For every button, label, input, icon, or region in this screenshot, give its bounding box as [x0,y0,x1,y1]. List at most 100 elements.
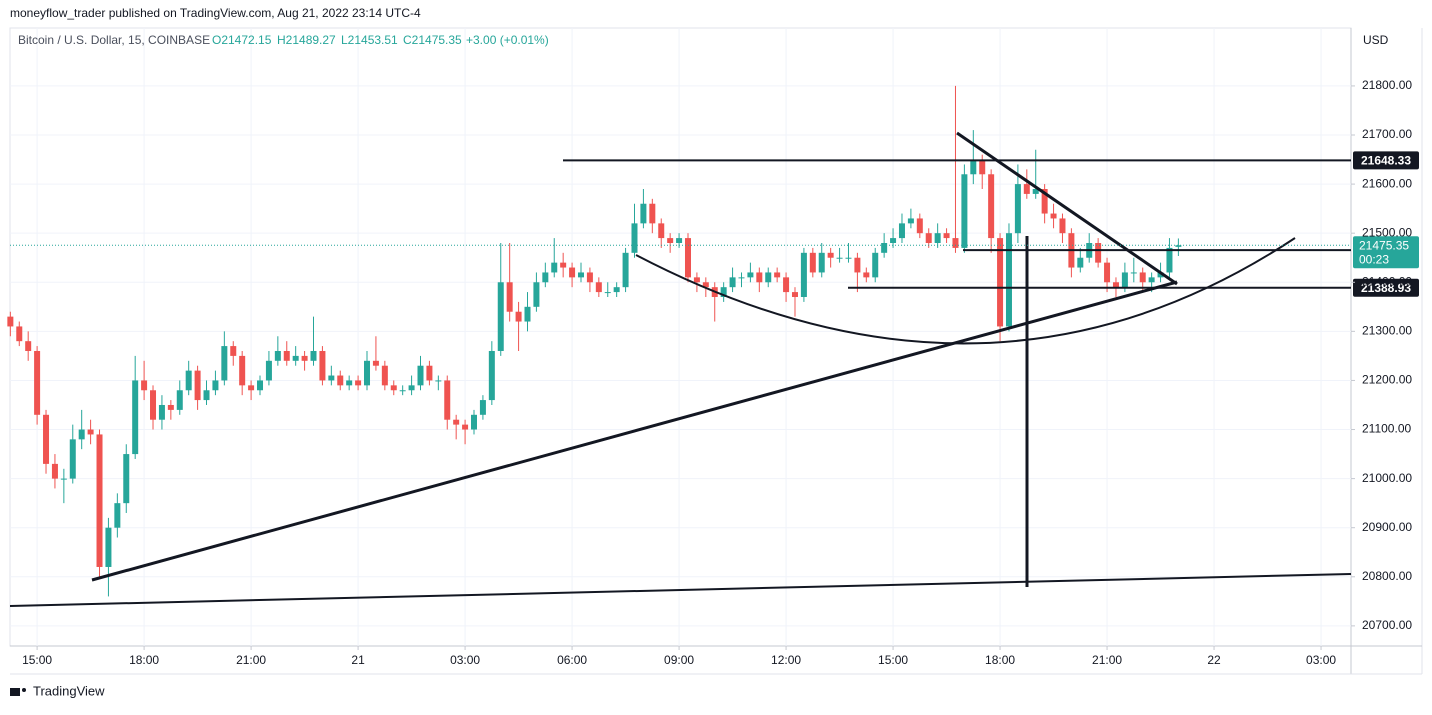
candle-body [194,370,201,401]
candle-body [765,272,772,283]
x-tick-label: 21:00 [1092,653,1122,667]
x-tick-label: 06:00 [557,653,587,667]
candle-body [693,277,700,283]
candle-body [96,434,103,567]
candle-body [417,365,424,386]
candle-body [979,159,986,175]
candle-body [435,380,442,382]
candle-body [69,439,76,479]
currency: USD [1363,33,1389,47]
candle-body [881,242,888,253]
trendline [9,573,1352,607]
candle-body [221,346,228,381]
candle-body [43,414,50,464]
x-tick-label: 22 [1207,653,1221,667]
candle-body [274,350,281,361]
candle-body [604,292,611,294]
candle-body [907,218,914,224]
candle-body [283,350,290,361]
candle-body [845,257,852,259]
candle-body [800,252,807,297]
y-tick-label: 20700.00 [1362,618,1412,632]
candle-body [970,159,977,175]
brand: TradingView [33,683,105,698]
x-tick-label: 03:00 [450,653,480,667]
trendline [956,131,1178,286]
candle-body [569,267,576,278]
candle-body [747,272,754,278]
candle-body [1005,233,1012,327]
x-tick-label: 03:00 [1306,653,1336,667]
candle-body [355,380,362,386]
candle-body [310,350,317,361]
candle-body [774,272,781,278]
candle-body [898,223,905,239]
candle-body [533,282,540,307]
candle-body [658,223,665,239]
candle-body [1050,213,1057,219]
candle-body [943,233,950,239]
candle-body [1166,247,1173,273]
candle-body [631,223,638,253]
candles [7,85,1182,597]
candle-body [408,385,415,391]
candle-body [720,287,727,297]
candle-body [346,380,353,386]
candle-body [988,174,995,239]
candle-body [738,277,745,279]
candle-body [551,262,558,273]
candle-body [381,365,388,386]
candle-body [212,380,219,391]
candle-body [426,365,433,381]
candle-body [560,262,567,268]
candle-body [702,282,709,288]
candle-body [265,360,272,381]
x-tick-label: 15:00 [878,653,908,667]
legend-change: +3.00 (+0.01%) [466,33,549,47]
logo-mark [10,688,20,696]
x-tick-label: 21 [351,653,365,667]
candle-body [141,380,148,391]
candle-body [292,355,299,361]
candle-body [649,203,656,224]
candle-body [872,252,879,278]
candle-body [471,414,478,430]
candle-body [1059,218,1066,234]
candle-body [586,272,593,283]
y-tick-label: 21200.00 [1362,373,1412,387]
drawings [9,131,1352,607]
candle-body [25,341,32,351]
candle-body [1041,189,1048,214]
candle-body [506,282,513,312]
candle-body [595,282,602,293]
candle-body [863,272,870,278]
candle-body [34,350,41,415]
candle-body [684,238,691,278]
y-tick-label: 21100.00 [1362,422,1411,436]
candle-body [488,350,495,401]
legend-high: H21489.27 [277,33,336,47]
candle-body [1139,272,1146,283]
candle-body [185,370,192,391]
candle-body [176,390,183,410]
y-tick-label: 21500.00 [1362,225,1412,239]
candle-body [1023,184,1030,194]
legend-close: C21475.35 [403,33,462,47]
candle-body [390,385,397,391]
candle-body [667,238,674,243]
candle-body [952,238,959,248]
candle-body [1157,272,1164,278]
y-tick-label: 21800.00 [1362,78,1412,92]
candle-body [542,272,549,283]
candle-body [399,390,406,392]
candle-body [809,252,816,273]
candle-body [1112,282,1119,288]
candle-body [123,454,130,504]
y-tick-label: 21300.00 [1362,324,1412,338]
candle-body [51,463,58,479]
candle-body [16,326,23,342]
candle-body [248,385,255,391]
candle-body [364,360,371,386]
candle-body [827,252,834,258]
